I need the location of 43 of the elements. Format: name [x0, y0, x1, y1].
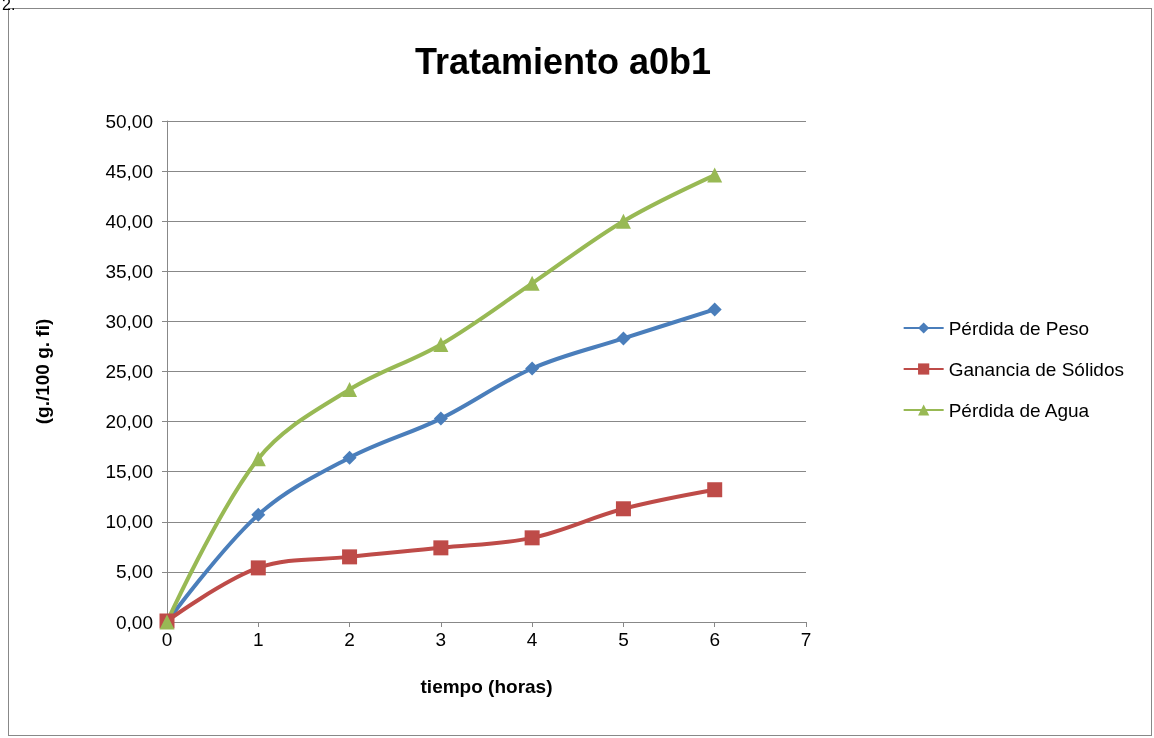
point	[342, 450, 357, 465]
point	[707, 302, 722, 317]
x-tick-label: 3	[435, 629, 447, 650]
x-tick-label: 5	[618, 629, 629, 650]
legend-label: Pérdida de Agua	[948, 399, 1090, 421]
legend-label: Pérdida de Peso	[948, 317, 1090, 339]
y-tick-label: 25,00	[105, 361, 153, 382]
point	[433, 336, 449, 352]
legend-label: Ganancia de Sólidos	[948, 358, 1124, 380]
point	[251, 507, 266, 522]
point	[524, 530, 540, 546]
point	[525, 361, 540, 376]
y-tick-label: 45,00	[105, 160, 153, 182]
y-tick-label: 10,00	[105, 511, 153, 533]
point	[250, 560, 266, 576]
point	[524, 275, 540, 291]
y-tick-label: 35,00	[105, 260, 153, 282]
point	[433, 411, 448, 426]
y-tick-label: 30,00	[105, 310, 153, 332]
chart-title: Tratamiento a0b1	[415, 40, 712, 82]
point	[707, 167, 723, 183]
x-tick-label: 4	[526, 629, 538, 650]
x-axis-title: tiempo (horas)	[420, 676, 553, 697]
x-tick-label: 6	[709, 629, 720, 650]
point	[615, 213, 631, 229]
point	[342, 549, 358, 565]
y-tick-label: 40,00	[105, 210, 153, 232]
x-tick-label: 1	[253, 629, 264, 650]
y-tick-label: 5,00	[116, 561, 153, 583]
point	[707, 482, 723, 498]
y-axis-title: (g./100 g. fi)	[32, 318, 53, 425]
y-tick-label: 0,00	[116, 611, 153, 633]
point	[615, 501, 631, 517]
point	[616, 331, 631, 346]
x-tick-label: 0	[161, 629, 173, 650]
point	[433, 540, 449, 556]
y-tick-label: 15,00	[105, 461, 153, 483]
x-tick-label: 2	[344, 629, 355, 650]
point	[250, 451, 266, 467]
point	[342, 382, 358, 398]
x-tick-label: 7	[800, 629, 812, 650]
y-tick-label: 50,00	[105, 110, 153, 132]
y-tick-label: 20,00	[105, 411, 153, 433]
